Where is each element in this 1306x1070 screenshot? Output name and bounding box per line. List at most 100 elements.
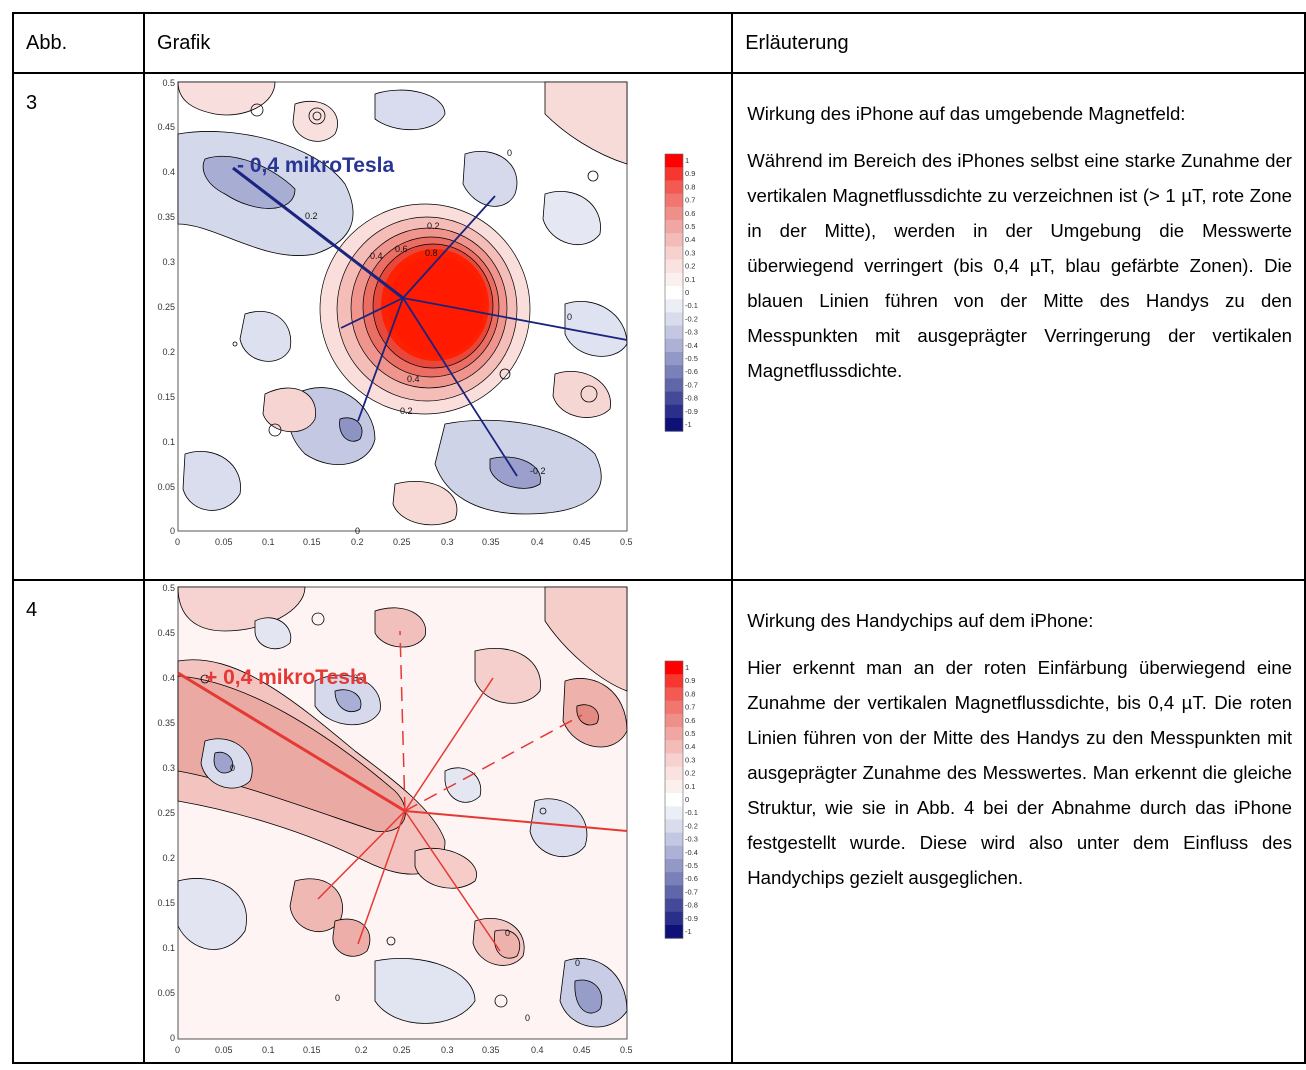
svg-text:0.15: 0.15 xyxy=(158,898,176,908)
colorbar-label: 0.7 xyxy=(685,196,695,205)
svg-text:0.3: 0.3 xyxy=(163,763,176,773)
row-number: 3 xyxy=(11,72,146,581)
svg-text:0.1: 0.1 xyxy=(163,437,176,447)
colorbar-swatch xyxy=(665,259,684,274)
colorbar-label: -0.9 xyxy=(685,914,698,923)
colorbar-swatch xyxy=(665,674,684,688)
svg-text:0: 0 xyxy=(353,673,358,683)
colorbar-swatch xyxy=(665,832,684,847)
explanation-title: Wirkung des Handychips auf dem iPhone: xyxy=(747,610,1094,631)
annotation-label: + 0,4 mikroTesla xyxy=(205,666,368,689)
colorbar-label: -0.9 xyxy=(685,407,698,416)
svg-text:0: 0 xyxy=(507,148,512,158)
svg-text:0.2: 0.2 xyxy=(163,853,176,863)
colorbar-swatch xyxy=(665,365,684,379)
colorbar-label: 0.2 xyxy=(685,769,695,778)
colorbar-swatch xyxy=(665,391,684,406)
svg-text:0.45: 0.45 xyxy=(573,537,591,547)
svg-text:0.35: 0.35 xyxy=(482,1045,500,1055)
svg-text:0.35: 0.35 xyxy=(158,212,176,222)
colorbar: 1 0.9 0.8 0.7 0.6 0.5 0.4 0.3 0.2 0.1 0 -0.1 -0.2 -0.… xyxy=(664,153,698,432)
svg-text:0.45: 0.45 xyxy=(573,1045,591,1055)
explanation-body: Hier erkennt man an der roten Einfärbung… xyxy=(747,657,1292,888)
svg-text:0.4: 0.4 xyxy=(407,374,420,384)
colorbar-label: 0.9 xyxy=(685,676,695,685)
colorbar-swatch xyxy=(665,779,684,794)
colorbar-label: -0.6 xyxy=(685,874,698,883)
blue-zones xyxy=(177,617,628,1028)
colorbar-label: -0.8 xyxy=(685,394,698,403)
contour-labels: 0.2 0.4 0.6 0.8 0.2 -0.2 0.2 0.4 0 0 0 xyxy=(305,148,572,536)
svg-text:0: 0 xyxy=(170,526,175,536)
colorbar-swatch xyxy=(665,806,684,820)
pink-zones xyxy=(177,586,628,966)
explanation-title: Wirkung des iPhone auf das umgebende Mag… xyxy=(747,103,1186,124)
colorbar-swatch xyxy=(665,753,684,768)
colorbar-label: -0.6 xyxy=(685,367,698,376)
svg-text:0.15: 0.15 xyxy=(303,1045,321,1055)
svg-text:0.35: 0.35 xyxy=(158,718,176,728)
table-row: 4 xyxy=(11,579,1306,1064)
colorbar-swatch xyxy=(665,925,684,939)
colorbar-label: -0.2 xyxy=(685,821,698,830)
header-erlaeuterung: Erläuterung xyxy=(731,12,1306,74)
explanation-body: Während im Bereich des iPhones selbst ei… xyxy=(747,150,1292,381)
colorbar-swatch xyxy=(665,845,684,860)
svg-text:0.6: 0.6 xyxy=(395,244,408,254)
svg-text:0.1: 0.1 xyxy=(262,1045,275,1055)
svg-text:0.4: 0.4 xyxy=(163,673,176,683)
colorbar-swatch xyxy=(665,325,684,340)
svg-text:0.5: 0.5 xyxy=(620,1045,633,1055)
annotation-label: - 0,4 mikroTesla xyxy=(237,154,395,177)
colorbar-swatch xyxy=(665,352,684,366)
colorbar-swatch xyxy=(665,286,684,300)
header-grafik: Grafik xyxy=(143,12,734,74)
colorbar-label: 0.8 xyxy=(685,182,695,191)
colorbar-label: 0.3 xyxy=(685,248,695,257)
svg-text:0.4: 0.4 xyxy=(531,1045,544,1055)
colorbar-swatch xyxy=(665,338,684,353)
contour-plot-handychip: 0 0 0 0 0 0 + 0,4 xyxy=(158,583,698,1055)
colorbar-swatch xyxy=(665,793,684,807)
svg-text:0.1: 0.1 xyxy=(163,943,176,953)
colorbar-border xyxy=(664,153,684,432)
colorbar-swatch xyxy=(665,404,684,419)
svg-text:0.05: 0.05 xyxy=(158,482,176,492)
colorbar-label: -0.1 xyxy=(685,301,698,310)
svg-text:0.25: 0.25 xyxy=(393,1045,411,1055)
colorbar-label: -0.4 xyxy=(685,848,698,857)
colorbar-swatch xyxy=(665,246,684,261)
colorbar-label: 0.1 xyxy=(685,275,695,284)
colorbar-label: 0.8 xyxy=(685,689,695,698)
colorbar-label: 0.7 xyxy=(685,703,695,712)
svg-text:0.25: 0.25 xyxy=(393,537,411,547)
colorbar-label: -1 xyxy=(685,927,692,936)
svg-text:0: 0 xyxy=(575,958,580,968)
svg-text:0.2: 0.2 xyxy=(355,1045,368,1055)
svg-text:0: 0 xyxy=(175,537,180,547)
colorbar-swatch xyxy=(665,687,684,702)
colorbar-swatch xyxy=(665,206,684,221)
svg-text:0.2: 0.2 xyxy=(163,347,176,357)
colorbar-swatch xyxy=(665,154,684,168)
colorbar-swatch xyxy=(665,872,684,886)
svg-text:0.25: 0.25 xyxy=(158,808,176,818)
svg-text:0: 0 xyxy=(175,1045,180,1055)
colorbar-swatch xyxy=(665,766,684,781)
svg-text:0.4: 0.4 xyxy=(531,537,544,547)
colorbar-swatch xyxy=(665,911,684,926)
svg-text:0.05: 0.05 xyxy=(158,988,176,998)
explanation-cell: Wirkung des iPhone auf das umgebende Mag… xyxy=(731,72,1306,581)
svg-text:0.5: 0.5 xyxy=(163,78,176,88)
svg-text:0.8: 0.8 xyxy=(425,248,438,258)
colorbar-swatch xyxy=(665,740,684,754)
colorbar-swatch xyxy=(665,272,684,287)
colorbar-label: -0.7 xyxy=(685,380,698,389)
colorbar: 1 0.9 0.8 0.7 0.6 0.5 0.4 0.3 0.2 0.1 0 -0.1 -0.2 -0.… xyxy=(664,660,698,939)
colorbar-label: 0.6 xyxy=(685,716,695,725)
colorbar-swatch xyxy=(665,312,684,327)
svg-text:0.45: 0.45 xyxy=(158,122,176,132)
svg-text:0.05: 0.05 xyxy=(215,1045,233,1055)
colorbar-swatch xyxy=(665,661,684,675)
colorbar-label: -0.3 xyxy=(685,328,698,337)
